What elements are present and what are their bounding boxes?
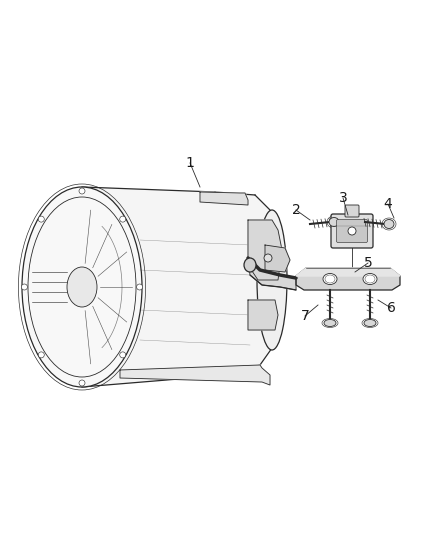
Polygon shape xyxy=(296,268,400,276)
Ellipse shape xyxy=(323,273,337,285)
Polygon shape xyxy=(200,192,248,205)
Ellipse shape xyxy=(21,284,28,290)
Ellipse shape xyxy=(363,273,377,285)
Text: 1: 1 xyxy=(186,156,194,170)
Ellipse shape xyxy=(329,217,339,227)
Text: 2: 2 xyxy=(292,203,300,217)
Polygon shape xyxy=(120,365,270,385)
Text: 5: 5 xyxy=(364,256,372,270)
Polygon shape xyxy=(296,268,400,290)
Ellipse shape xyxy=(38,352,44,358)
Polygon shape xyxy=(82,187,272,387)
Polygon shape xyxy=(265,245,290,272)
Text: 4: 4 xyxy=(384,197,392,211)
Polygon shape xyxy=(248,258,296,290)
Ellipse shape xyxy=(384,220,394,229)
Ellipse shape xyxy=(264,254,272,262)
Ellipse shape xyxy=(324,319,336,327)
Ellipse shape xyxy=(137,284,143,290)
Polygon shape xyxy=(248,300,278,330)
FancyBboxPatch shape xyxy=(345,205,359,217)
Ellipse shape xyxy=(325,275,335,283)
Text: 3: 3 xyxy=(339,191,347,205)
FancyBboxPatch shape xyxy=(331,214,373,248)
Ellipse shape xyxy=(79,188,85,194)
Text: 6: 6 xyxy=(387,301,396,315)
Ellipse shape xyxy=(22,187,142,387)
Polygon shape xyxy=(248,220,282,280)
Ellipse shape xyxy=(38,216,44,222)
Text: 7: 7 xyxy=(300,309,309,323)
Ellipse shape xyxy=(120,352,126,358)
Ellipse shape xyxy=(348,227,356,235)
Ellipse shape xyxy=(365,275,375,283)
Ellipse shape xyxy=(364,319,376,327)
Ellipse shape xyxy=(67,267,97,307)
Ellipse shape xyxy=(79,380,85,386)
Ellipse shape xyxy=(244,258,256,272)
Ellipse shape xyxy=(257,210,287,350)
FancyBboxPatch shape xyxy=(336,220,367,243)
Ellipse shape xyxy=(120,216,126,222)
